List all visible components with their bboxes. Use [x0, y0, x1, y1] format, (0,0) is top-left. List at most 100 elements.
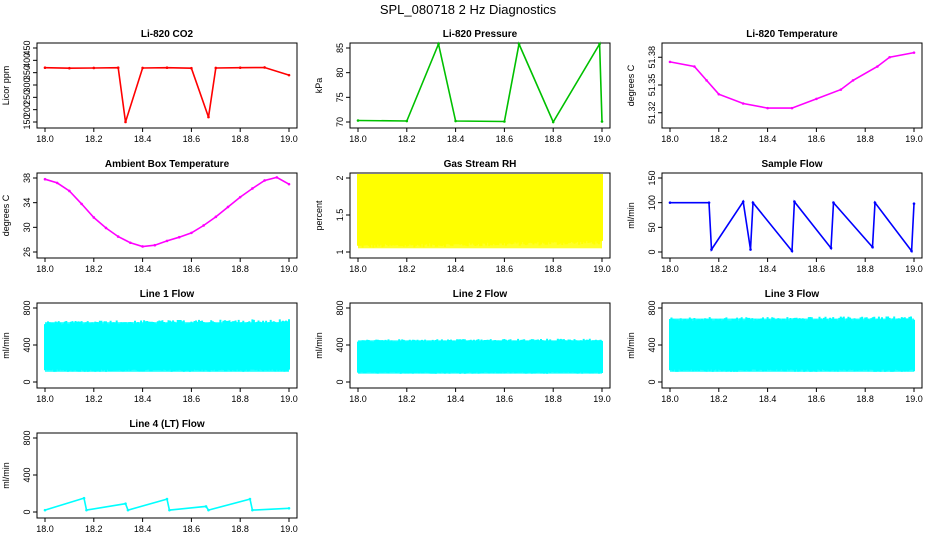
- x-tick-label: 18.4: [759, 264, 777, 274]
- x-tick-label: 18.8: [231, 524, 249, 534]
- y-tick-label: 0: [647, 379, 657, 384]
- x-tick-label: 19.0: [593, 264, 611, 274]
- y-tick-label: 0: [335, 379, 345, 384]
- data-point: [251, 187, 254, 190]
- data-point: [55, 181, 59, 185]
- data-point: [517, 42, 521, 46]
- data-point: [43, 508, 47, 512]
- chart-panel-3: Li-820 Temperature degrees C 18.0 18.2 18.4 1…: [626, 29, 923, 144]
- series-fill: [670, 318, 914, 372]
- plot-frame: [661, 42, 923, 129]
- panel-title: Line 1 Flow: [140, 289, 195, 300]
- data-point: [668, 201, 672, 204]
- data-point: [693, 65, 696, 68]
- x-tick-label: 18.8: [231, 134, 249, 144]
- panel-title: Li-820 Pressure: [443, 29, 518, 40]
- x-tick-label: 18.2: [85, 264, 103, 274]
- data-point: [168, 508, 171, 512]
- data-point: [741, 102, 745, 105]
- x-tick-label: 18.8: [231, 264, 249, 274]
- data-point: [910, 249, 913, 253]
- y-tick-label: 800: [647, 300, 657, 315]
- x-tick-label: 18.2: [398, 264, 416, 274]
- data-point: [214, 215, 218, 219]
- x-tick-label: 18.0: [349, 134, 367, 144]
- x-tick-label: 19.0: [593, 394, 611, 404]
- data-point: [129, 241, 132, 245]
- chart-panel-10: Line 4 (LT) Flow ml/min 18.0 18.2 18.4 18.6 18…: [1, 419, 298, 534]
- x-tick-label: 18.8: [544, 134, 562, 144]
- x-tick-label: 19.0: [280, 524, 298, 534]
- data-point: [68, 66, 71, 70]
- data-point: [43, 66, 47, 70]
- y-tick-label: 51.32: [647, 101, 657, 124]
- data-point: [454, 119, 457, 123]
- data-point: [92, 216, 96, 219]
- data-point: [705, 79, 708, 82]
- data-point: [766, 106, 769, 110]
- data-point: [263, 179, 266, 182]
- series-line: [357, 41, 603, 124]
- data-point: [85, 508, 88, 512]
- plot-frame: [36, 432, 298, 519]
- x-tick-label: 18.4: [134, 394, 152, 404]
- data-point: [873, 201, 877, 204]
- chart-panel-2: Li-820 Pressure kPa 18.0 18.2 18.4 18.6 18.8 19…: [314, 29, 611, 144]
- data-point: [600, 120, 604, 123]
- x-tick-label: 18.4: [759, 134, 777, 144]
- y-axis-label: ml/min: [1, 332, 11, 359]
- data-point: [287, 73, 291, 77]
- y-tick-label: 450: [22, 40, 32, 55]
- data-point: [263, 66, 266, 69]
- data-point: [829, 246, 833, 250]
- plot-frame: [36, 42, 298, 129]
- x-tick-label: 18.6: [808, 264, 826, 274]
- y-axis-label: ml/min: [314, 332, 324, 359]
- data-point: [141, 66, 144, 70]
- plot-frame: [661, 172, 923, 259]
- data-point: [202, 224, 205, 227]
- data-point: [238, 66, 242, 70]
- y-tick-label: 0: [22, 509, 32, 514]
- x-tick-label: 18.0: [36, 134, 54, 144]
- data-point: [248, 497, 252, 501]
- plot-frame: [36, 172, 298, 259]
- chart-panel-4: Ambient Box Temperature degrees C 18.0 18.2…: [1, 159, 298, 274]
- x-tick-label: 18.2: [710, 264, 728, 274]
- data-point: [503, 120, 506, 123]
- data-point: [717, 92, 721, 96]
- data-point: [832, 201, 835, 204]
- y-tick-label: 1.5: [335, 209, 345, 222]
- data-point: [124, 120, 127, 124]
- x-tick-label: 18.8: [856, 264, 874, 274]
- x-tick-label: 19.0: [280, 134, 298, 144]
- chart-panel-9: Line 3 Flow ml/min 18.0 18.2 18.4 18.6 18.8 19.…: [626, 289, 923, 404]
- data-point: [876, 65, 879, 68]
- y-axis-label: ml/min: [626, 202, 636, 229]
- y-tick-label: 150: [22, 114, 32, 129]
- data-point: [141, 245, 144, 248]
- data-point: [888, 55, 891, 59]
- data-point: [912, 202, 916, 205]
- panel-title: Ambient Box Temperature: [105, 159, 230, 170]
- data-point: [839, 88, 843, 91]
- y-tick-label: 34: [22, 198, 32, 208]
- x-tick-label: 18.6: [183, 264, 201, 274]
- data-point: [204, 505, 208, 508]
- x-tick-label: 18.6: [496, 134, 514, 144]
- y-axis-label: kPa: [314, 78, 324, 94]
- data-point: [190, 231, 193, 235]
- chart-panel-7: Line 1 Flow ml/min 18.0 18.2 18.4 18.6 18.8 19.…: [1, 289, 298, 404]
- panel-title: Sample Flow: [761, 159, 822, 170]
- x-tick-label: 19.0: [905, 264, 923, 274]
- y-tick-label: 400: [647, 337, 657, 352]
- x-tick-label: 18.6: [496, 264, 514, 274]
- data-point: [912, 51, 916, 54]
- y-tick-label: 150: [647, 170, 657, 185]
- x-tick-label: 18.4: [447, 264, 465, 274]
- data-point: [790, 106, 794, 110]
- y-axis-label: Licor ppm: [1, 66, 11, 106]
- y-tick-label: 70: [335, 117, 345, 127]
- data-point: [793, 200, 796, 203]
